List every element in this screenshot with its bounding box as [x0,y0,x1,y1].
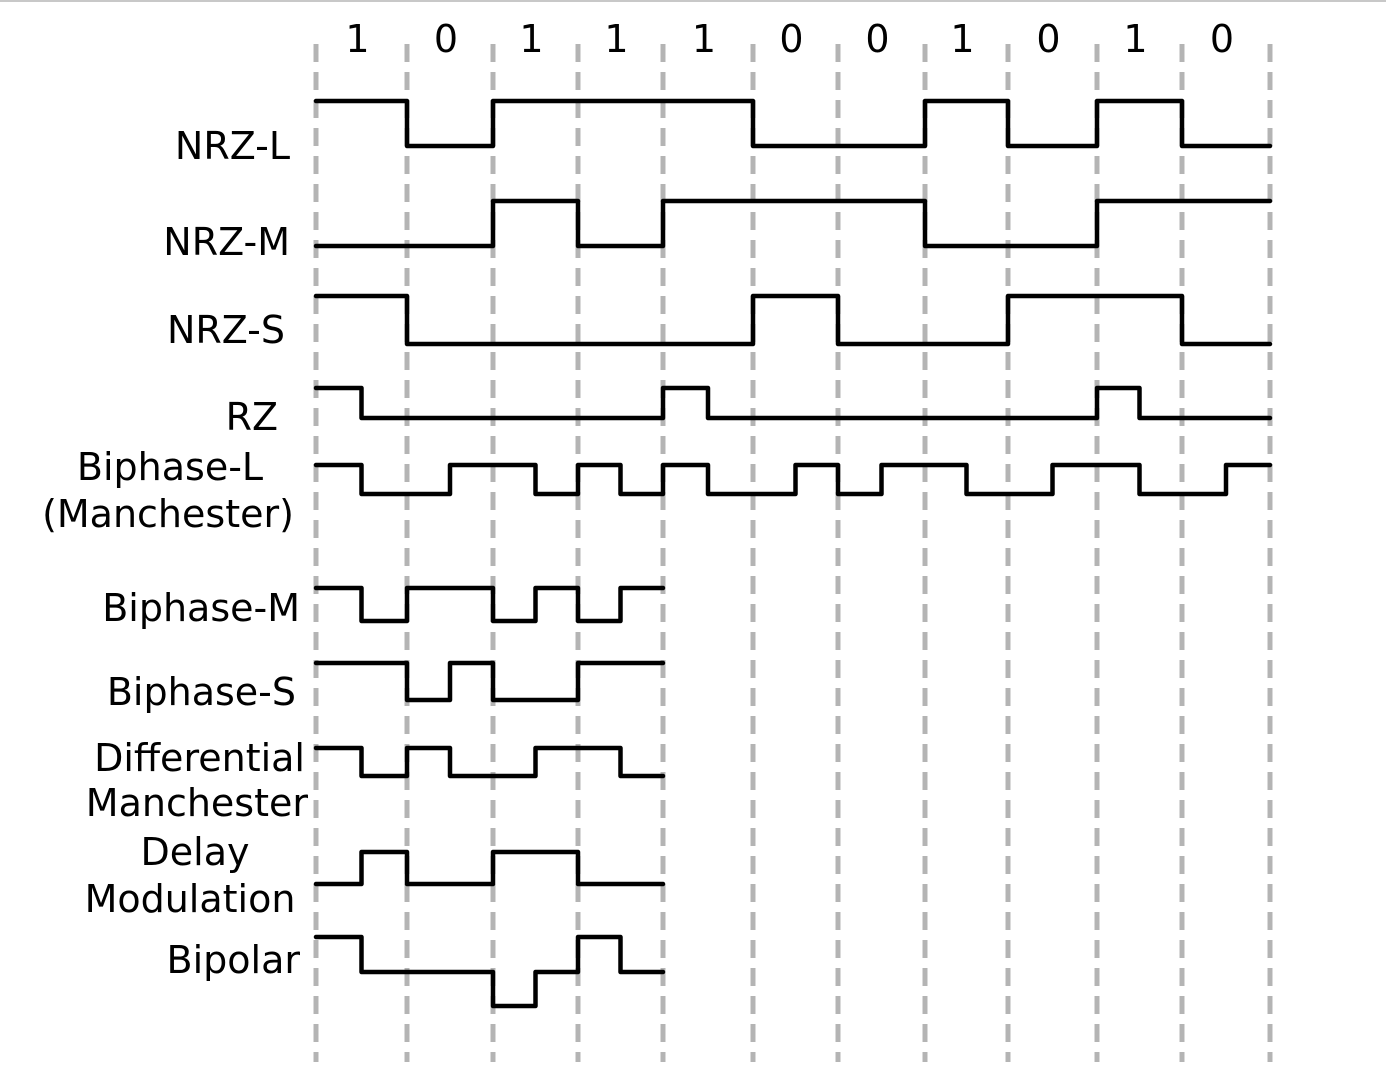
encoding-label: NRZ-L [175,124,290,168]
encoding-label: Differential [94,736,305,780]
encoding-waveform [313,293,1273,347]
bit-value: 0 [1036,17,1060,61]
bit-value: 0 [779,17,803,61]
bit-value: 1 [692,17,716,61]
encoding-labels: NRZ-L NRZ-M NRZ-S RZ Biphase-L(Manchester) Bi… [42,124,308,982]
encoding-waveform [313,98,1273,149]
bit-sequence-header: 1 0 1 1 1 0 0 1 0 1 0 [345,17,1234,61]
encoding-waveform [313,745,666,779]
bit-value: 1 [345,17,369,61]
bit-value: 0 [434,17,458,61]
bit-value: 1 [604,17,628,61]
encoding-waveform [313,462,1273,497]
bit-value: 0 [865,17,889,61]
encoding-label: Biphase-L [77,445,263,489]
encoding-label: Modulation [85,877,296,921]
encoding-label: RZ [226,395,278,439]
bit-boundary-grid [313,44,1273,1062]
encoding-label: Biphase-M [102,586,300,630]
encoding-label: NRZ-S [167,308,285,352]
encoding-label: NRZ-M [163,220,290,264]
encoding-label: (Manchester) [42,492,294,536]
bit-value: 1 [1123,17,1147,61]
encoding-waveform [313,385,1273,421]
encoding-label: Biphase-S [107,670,296,714]
encoding-waveform [313,198,1273,249]
encoding-label: Manchester [86,781,309,825]
encoding-waveforms [313,98,1273,1009]
bit-value: 1 [950,17,974,61]
encoding-waveform [313,849,666,887]
window-top-border [0,0,1386,2]
encoding-label: Bipolar [167,938,301,982]
bit-value: 0 [1210,17,1234,61]
encoding-waveform [313,660,666,703]
encoding-waveform [313,585,666,624]
bit-value: 1 [519,17,543,61]
encoding-label: Delay [141,830,250,874]
encoding-waveform [313,934,666,1009]
